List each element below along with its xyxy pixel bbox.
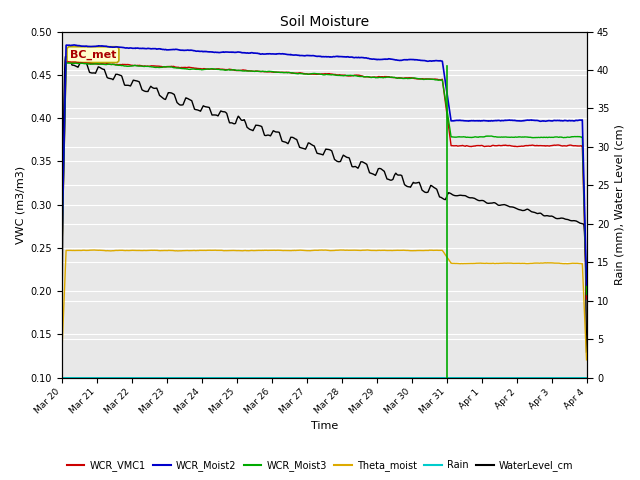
Y-axis label: Rain (mm), Water Level (cm): Rain (mm), Water Level (cm): [615, 124, 625, 285]
Title: Soil Moisture: Soil Moisture: [280, 15, 369, 29]
Y-axis label: VWC (m3/m3): VWC (m3/m3): [15, 166, 25, 244]
Text: BC_met: BC_met: [70, 49, 116, 60]
X-axis label: Time: Time: [310, 421, 338, 432]
Legend: WCR_VMC1, WCR_Moist2, WCR_Moist3, Theta_moist, Rain, WaterLevel_cm: WCR_VMC1, WCR_Moist2, WCR_Moist3, Theta_…: [63, 456, 577, 475]
